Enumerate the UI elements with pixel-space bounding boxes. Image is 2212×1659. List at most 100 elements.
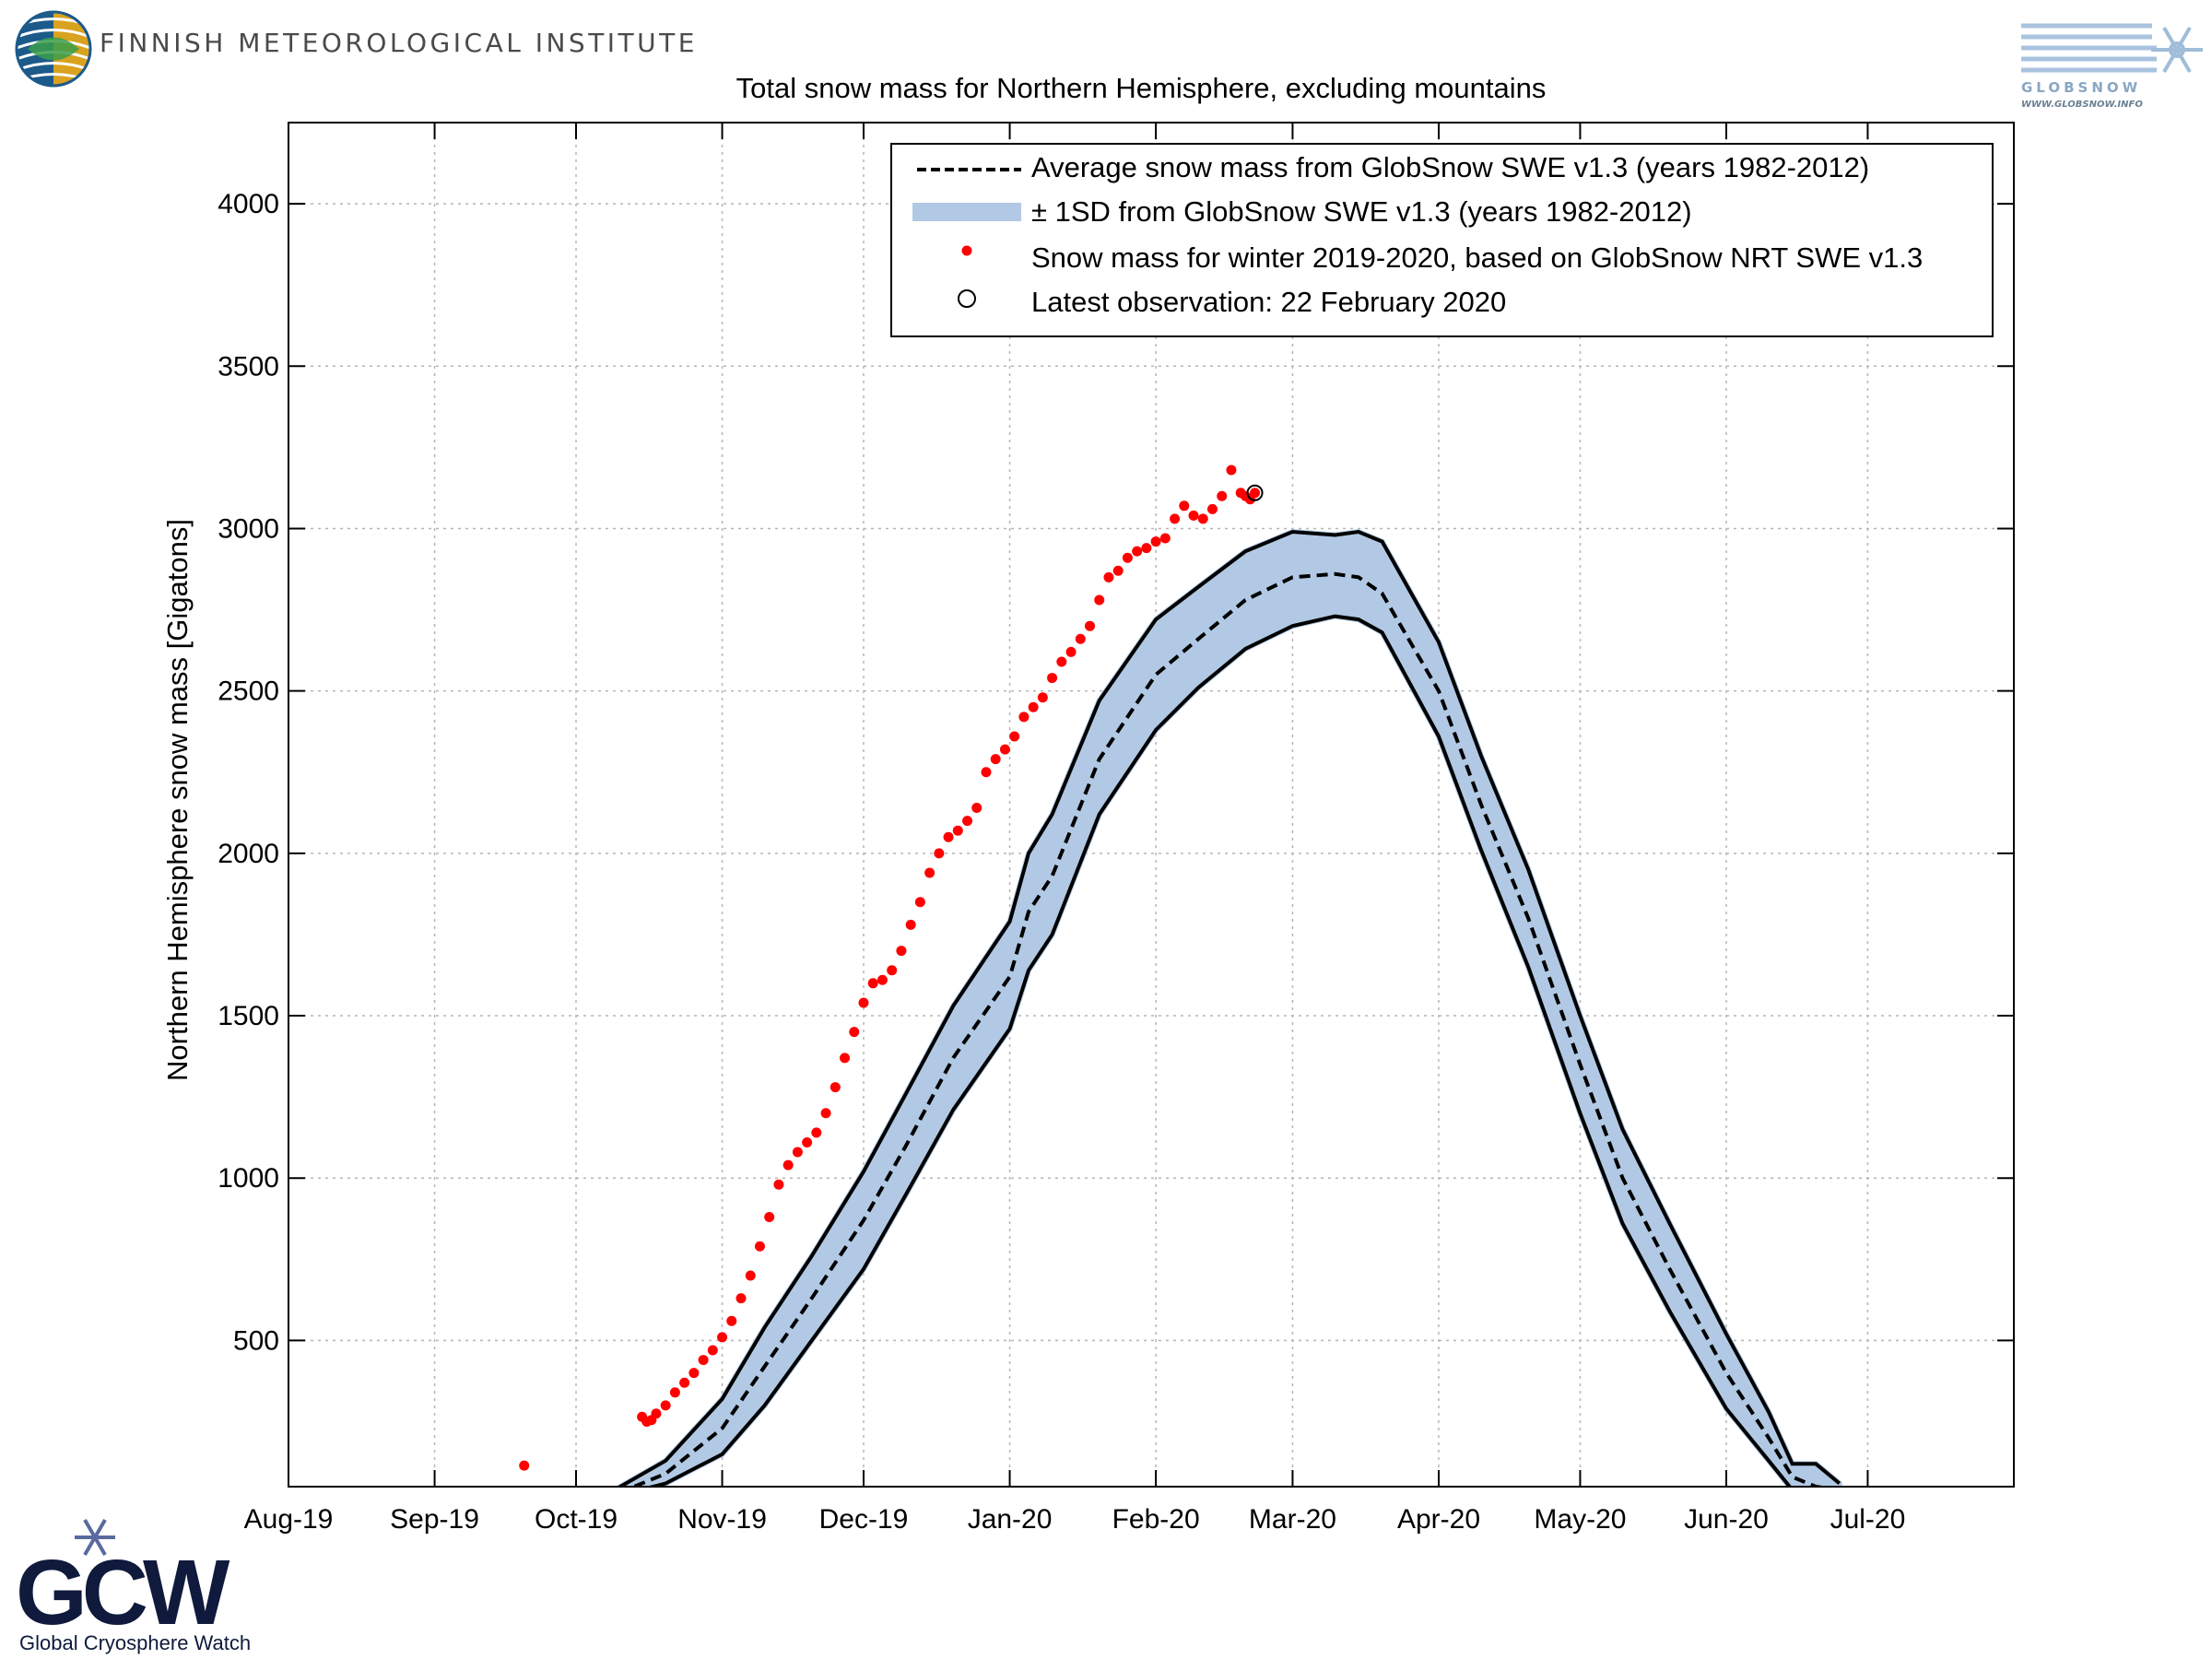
winter-2019-2020-point	[782, 1159, 794, 1171]
winter-2019-2020-point	[858, 997, 869, 1008]
winter-2019-2020-point	[924, 867, 935, 878]
winter-2019-2020-point	[877, 974, 888, 985]
institute-name: FINNISH METEOROLOGICAL INSTITUTE	[100, 28, 698, 58]
winter-2019-2020-point	[896, 946, 907, 957]
y-axis-label: Northern Hemisphere snow mass [Gigatons]	[161, 519, 194, 1081]
winter-2019-2020-point	[717, 1332, 728, 1343]
winter-2019-2020-point	[999, 744, 1010, 755]
winter-2019-2020-point	[1037, 692, 1048, 703]
gcw-snowflake-icon	[75, 1518, 115, 1557]
sd-band	[614, 528, 1842, 1487]
legend: Average snow mass from GlobSnow SWE v1.3…	[890, 143, 1994, 337]
winter-2019-2020-point	[1018, 712, 1030, 723]
winter-2019-2020-point	[990, 754, 1001, 765]
legend-entry-label: Latest observation: 22 February 2020	[1031, 286, 1506, 318]
winter-2019-2020-point	[943, 831, 954, 842]
x-tick-label: Dec-19	[819, 1504, 909, 1535]
winter-2019-2020-point	[887, 965, 898, 976]
average-line	[629, 571, 1830, 1487]
winter-2019-2020-point	[1188, 510, 1199, 521]
winter-2019-2020-point	[1206, 503, 1218, 514]
plus-1sd-line	[616, 529, 1841, 1487]
winter-2019-2020-point	[745, 1270, 756, 1281]
x-tick-label: Feb-20	[1112, 1504, 1200, 1535]
winter-2019-2020-point	[754, 1241, 765, 1252]
chart-title: Total snow mass for Northern Hemisphere,…	[736, 72, 1547, 104]
winter-2019-2020-point	[1075, 633, 1086, 644]
fmi-logo	[15, 10, 92, 88]
gcw-wordmark: GCW	[16, 1541, 230, 1644]
winter-2019-2020-point	[735, 1293, 747, 1304]
y-tick-label: 2500	[218, 677, 279, 707]
winter-2019-2020-point	[1103, 571, 1114, 582]
winter-2019-2020-point	[1150, 536, 1161, 547]
winter-2019-2020-point	[820, 1108, 831, 1119]
winter-2019-2020-point	[773, 1179, 784, 1190]
y-tick-label: 2000	[218, 839, 279, 869]
plot-frame	[288, 122, 2015, 1488]
winter-2019-2020-point	[1122, 552, 1133, 563]
winter-2019-2020-point	[1170, 513, 1181, 524]
legend-entry-label: ± 1SD from GlobSnow SWE v1.3 (years 1982…	[1031, 195, 1692, 228]
y-tick-label: 1500	[218, 1001, 279, 1031]
winter-2019-2020-point	[802, 1136, 813, 1147]
winter-2019-2020-point	[1159, 533, 1171, 544]
winter-2019-2020-point	[1028, 701, 1039, 712]
gcw-logo: GCW Global Cryosphere Watch	[16, 1518, 251, 1654]
winter-2019-2020-point	[1094, 594, 1105, 606]
x-tick-label: Mar-20	[1249, 1504, 1336, 1535]
winter-2019-2020-point	[905, 919, 916, 930]
winter-2019-2020-point	[811, 1127, 822, 1138]
x-tick-label: Jul-20	[1830, 1504, 1906, 1535]
x-tick-label: Jan-20	[968, 1504, 1053, 1535]
axis-ticks: 500 1000 1500 2000 2500 3000 3500 4000 Aug-19 Sep…	[218, 123, 2014, 1535]
legend-swatch-band	[912, 203, 1021, 221]
winter-2019-2020-point	[1217, 490, 1228, 501]
winter-2019-2020-point	[1250, 488, 1261, 499]
winter-2019-2020-point	[1179, 500, 1190, 512]
winter-2019-2020-point	[669, 1387, 680, 1398]
winter-2019-2020-point	[1047, 673, 1058, 684]
globsnow-logo: GLOBSNOW WWW.GLOBSNOW.INFO	[2021, 23, 2203, 110]
winter-2019-2020-point	[1009, 731, 1020, 742]
winter-2019-2020-point	[698, 1355, 709, 1366]
snowflake-icon	[2151, 26, 2203, 74]
winter-2019-2020-point	[679, 1377, 690, 1388]
winter-2019-2020-point	[707, 1345, 718, 1356]
legend-swatch-red-dot	[961, 245, 972, 256]
winter-2019-2020-point	[971, 803, 982, 814]
winter-2019-2020-point	[1197, 513, 1208, 524]
x-tick-label: Nov-19	[677, 1504, 767, 1535]
y-tick-label: 500	[233, 1325, 279, 1356]
winter-2019-2020-point	[840, 1053, 851, 1064]
winter-2019-2020-point	[934, 848, 945, 859]
winter-2019-2020-point	[1132, 546, 1143, 557]
winter-2019-2020-point	[914, 897, 925, 908]
minus-1sd-line	[645, 614, 1793, 1487]
globsnow-wordmark: GLOBSNOW	[2021, 79, 2141, 96]
plot-content	[519, 465, 1842, 1487]
winter-2019-2020-point	[1056, 656, 1067, 667]
winter-2019-2020-point	[688, 1368, 700, 1379]
plot-area	[519, 465, 1842, 1487]
legend-box	[890, 143, 1994, 337]
winter-2019-2020-point	[726, 1315, 737, 1326]
winter-2019-2020-point	[519, 1460, 530, 1471]
winter-2019-2020-point	[1141, 543, 1152, 554]
y-tick-label: 3000	[218, 513, 279, 544]
winter-2019-2020-point	[1085, 620, 1096, 631]
winter-2019-2020-point	[792, 1147, 803, 1158]
gcw-full-name: Global Cryosphere Watch	[19, 1631, 251, 1654]
winter-2019-2020-point	[651, 1408, 662, 1419]
winter-2019-2020-point	[849, 1027, 860, 1038]
legend-entry-label: Average snow mass from GlobSnow SWE v1.3…	[1031, 151, 1869, 183]
latest-observation-marker	[1246, 484, 1264, 501]
winter-2019-2020-point	[962, 816, 973, 827]
x-tick-label: Apr-20	[1397, 1504, 1480, 1535]
winter-2019-2020-point	[1065, 646, 1077, 657]
y-tick-label: 4000	[218, 189, 279, 219]
legend-entry-label: Snow mass for winter 2019-2020, based on…	[1031, 241, 1923, 274]
legend-swatch-open-circle	[958, 289, 976, 308]
x-tick-label: Oct-19	[535, 1504, 618, 1535]
